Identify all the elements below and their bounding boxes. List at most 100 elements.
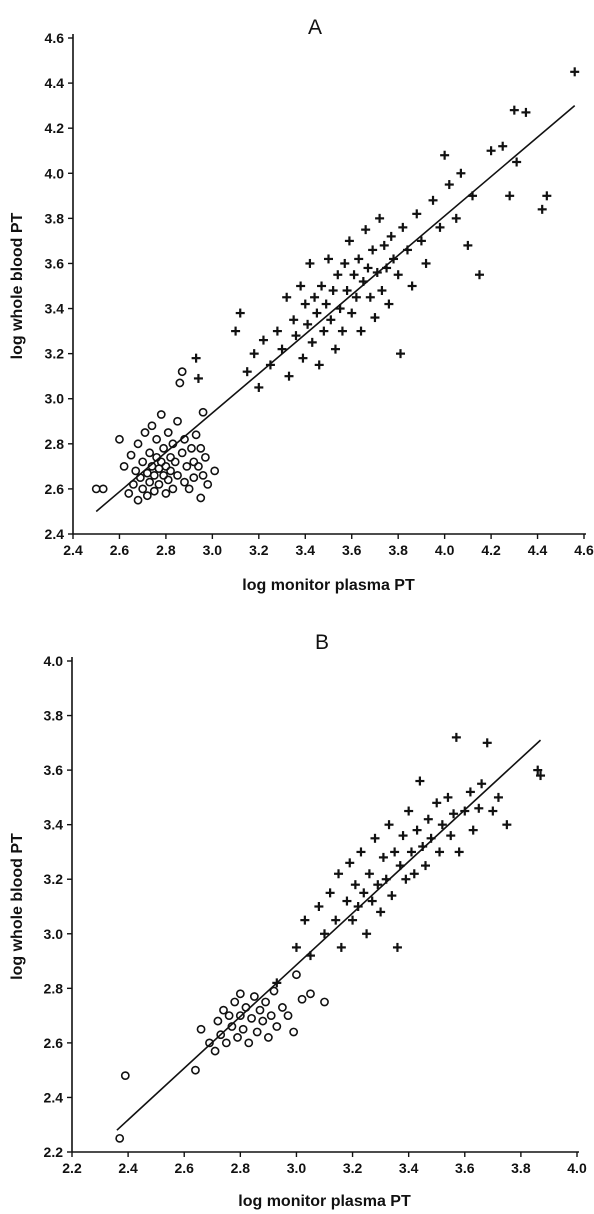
chart-0-circle-point — [140, 428, 150, 437]
chart-0-panel: A 2.4 2.6 2.8 3.0 3.2 3.4 3.6 3.8 4.0 4.2 4.4 4.6 2.4… — [9, 16, 594, 594]
chart-0-plus-point — [321, 299, 331, 309]
chart-0-circle-point — [166, 466, 175, 476]
chart-1-x-tick-label: 3.0 — [287, 1160, 307, 1176]
chart-1-circle-point — [241, 1003, 251, 1012]
chart-0-plus-point — [258, 335, 268, 345]
chart-0-plus-point — [307, 337, 317, 347]
chart-1-plus-point — [336, 942, 346, 952]
chart-1-plus-point — [331, 915, 341, 925]
chart-1-plus-point — [314, 902, 324, 911]
chart-1-title: B — [315, 631, 329, 654]
chart-0-plus-point — [505, 191, 515, 201]
chart-1-plus-point — [320, 929, 329, 939]
chart-0-circle-point — [161, 489, 171, 498]
chart-1-x-tick-label: 3.6 — [455, 1160, 475, 1176]
chart-1-plus-point — [384, 820, 394, 830]
chart-0-circle-point — [196, 443, 206, 453]
chart-1-plus-point — [348, 915, 358, 925]
chart-1-plus-point — [409, 869, 419, 879]
chart-1-plus-point — [376, 907, 386, 917]
chart-0-circle-point — [159, 470, 168, 480]
chart-1-circle-point — [292, 970, 301, 980]
chart-0-plus-point — [289, 315, 299, 325]
chart-1-circle-point — [213, 1016, 223, 1026]
chart-0-x-tick-label: 3.0 — [203, 542, 223, 558]
chart-1-x-tick-label: 4.0 — [567, 1160, 587, 1176]
chart-1-plus-point — [395, 861, 405, 871]
chart-0-plus-point — [375, 213, 385, 223]
chart-0-plus-point — [340, 258, 350, 268]
chart-0-plus-point — [330, 344, 340, 354]
chart-1-plus-point — [536, 771, 546, 781]
chart-1-plus-point — [465, 787, 475, 797]
chart-1-y-tick-label: 2.8 — [44, 980, 64, 996]
chart-0-plus-point — [407, 281, 417, 291]
chart-1-plus-point — [493, 792, 503, 802]
chart-1-plus-point — [370, 833, 380, 843]
chart-0-x-axis-label: log monitor plasma PT — [242, 577, 415, 594]
chart-0-plus-point — [365, 292, 375, 302]
chart-0-circle-point — [133, 439, 143, 449]
chart-1-y-tick-label: 3.8 — [44, 708, 64, 724]
chart-1-y-tick-label: 2.6 — [44, 1035, 64, 1051]
chart-0-plus-point — [570, 67, 580, 77]
chart-0-circle-point — [149, 486, 159, 496]
chart-0-circle-point — [138, 484, 148, 494]
chart-1-plus-point — [404, 806, 414, 816]
chart-0-circle-point — [142, 468, 152, 478]
chart-0-circle-point — [135, 473, 145, 483]
chart-0-series-circle — [91, 367, 220, 505]
chart-1-plus-point — [418, 841, 428, 851]
chart-0-circle-point — [168, 484, 178, 494]
chart-0-circle-point — [156, 457, 166, 467]
chart-0-plus-point — [277, 344, 287, 354]
chart-0-plus-point — [337, 326, 347, 336]
chart-1-x-tick-label: 2.2 — [62, 1160, 82, 1176]
chart-0-x-tick-label: 3.2 — [249, 542, 269, 558]
chart-0-x-tick-label: 4.0 — [435, 542, 455, 558]
chart-0-circle-point — [175, 378, 185, 388]
chart-1-y-tick-label: 2.4 — [44, 1089, 64, 1105]
chart-0-circle-point — [131, 466, 141, 476]
chart-1-plus-point — [359, 888, 369, 898]
chart-0-plus-point — [542, 191, 552, 201]
chart-0-plus-point — [231, 326, 241, 336]
chart-1-circle-point — [196, 1024, 206, 1034]
chart-0-plus-point — [468, 191, 478, 201]
chart-1-circle-point — [115, 1133, 125, 1143]
chart-0-circle-point — [91, 484, 101, 494]
chart-0-circle-point — [200, 452, 210, 462]
chart-0-circle-point — [161, 461, 171, 471]
chart-0-plus-point — [314, 360, 324, 370]
chart-1-plus-point — [443, 792, 453, 802]
chart-0-y-tick-label: 4.6 — [45, 30, 65, 46]
chart-1-series-plus — [272, 732, 546, 988]
chart-1-plus-point — [406, 847, 416, 857]
chart-0-circle-point — [133, 495, 143, 505]
chart-0-plus-point — [305, 258, 315, 268]
chart-1-y-tick-label: 3.6 — [44, 762, 64, 778]
chart-0-circle-point — [128, 479, 138, 489]
chart-0-y-tick-label: 3.4 — [45, 301, 65, 317]
chart-0-circle-point — [152, 434, 162, 444]
chart-0-circle-point — [184, 484, 194, 494]
chart-0-y-tick-label: 4.4 — [45, 75, 65, 91]
chart-0-plus-point — [333, 270, 343, 280]
chart-0-plus-point — [512, 157, 522, 167]
chart-1-plus-point — [488, 806, 498, 816]
chart-0-plus-point — [440, 150, 450, 160]
chart-0-plus-point — [498, 141, 508, 151]
chart-0-circle-point — [182, 461, 192, 471]
chart-1-circle-point — [233, 1033, 242, 1042]
chart-0-plus-point — [191, 353, 201, 363]
chart-1-circle-point — [249, 992, 259, 1001]
chart-0-circle-point — [115, 434, 124, 444]
chart-1-plus-point — [272, 978, 282, 988]
chart-1-plus-point — [460, 806, 470, 816]
chart-0-y-tick-label: 3.0 — [45, 391, 65, 407]
chart-1-plus-point — [356, 847, 366, 857]
chart-1-plus-point — [378, 852, 388, 862]
chart-1-plus-point — [502, 820, 512, 830]
chart-1-x-tick-label: 3.8 — [511, 1160, 531, 1176]
chart-1-x-tick-label: 3.4 — [399, 1160, 419, 1176]
